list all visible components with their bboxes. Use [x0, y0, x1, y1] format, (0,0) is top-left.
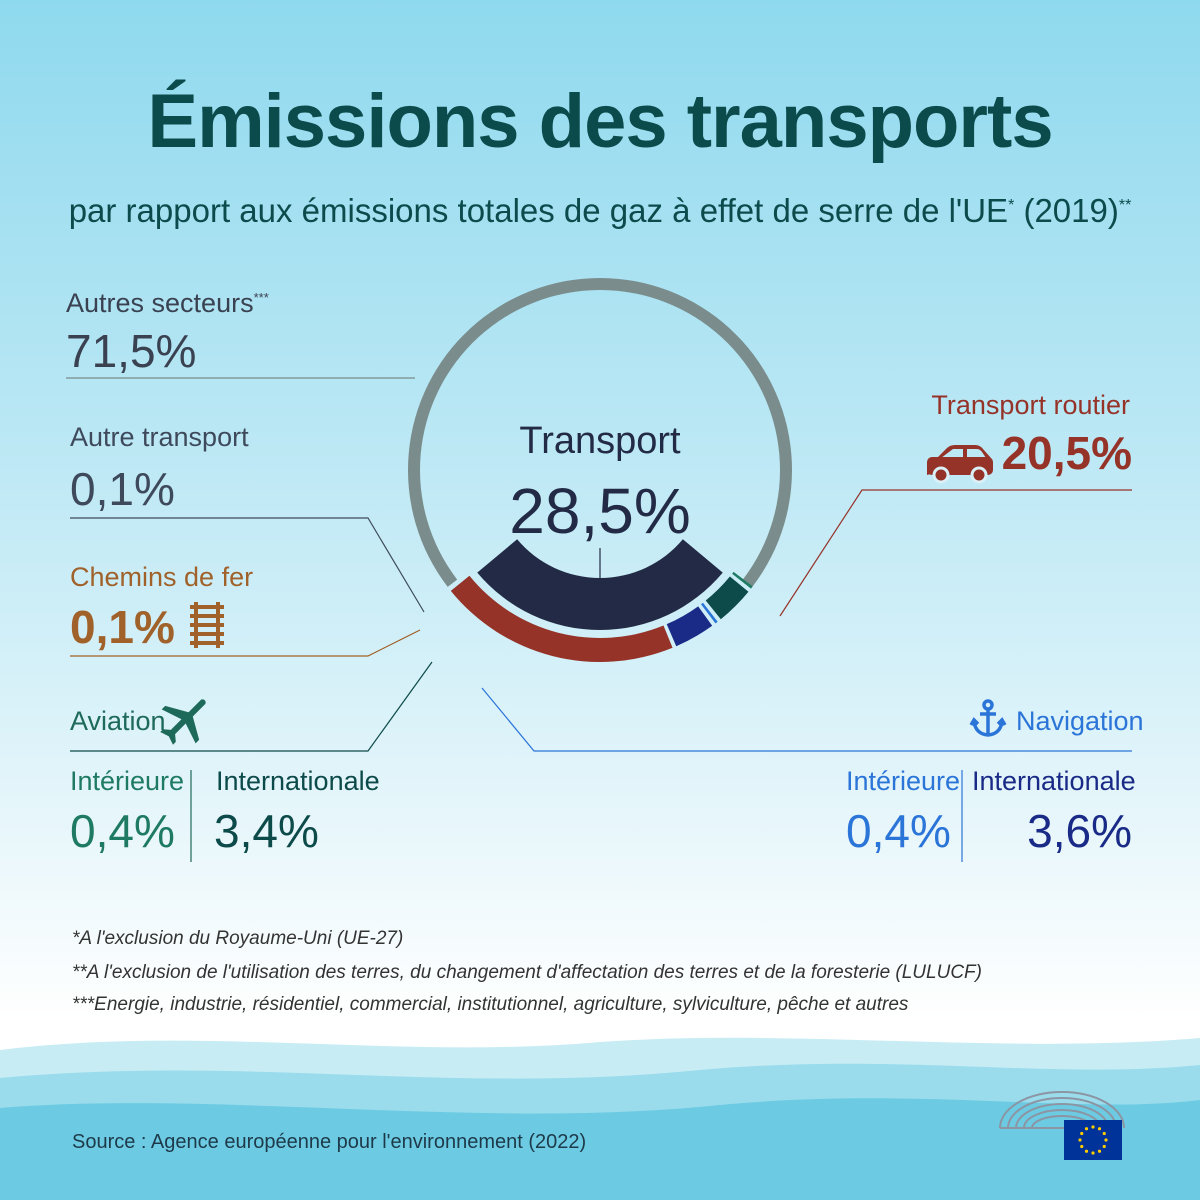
eu-flag-icon [1064, 1120, 1122, 1160]
footnote-2: **A l'exclusion de l'utilisation des ter… [72, 962, 982, 983]
subtitle-text: par rapport aux émissions totales de gaz… [68, 192, 1009, 229]
value-aviation-interieure: 0,4% [70, 805, 175, 857]
eu-star [1080, 1144, 1084, 1149]
eu-star [1091, 1125, 1095, 1129]
value-transport-routier: 20,5% [1001, 427, 1132, 479]
label-chemins-de-fer: Chemins de fer [70, 562, 254, 592]
eu-star [1104, 1138, 1108, 1142]
car-icon [927, 445, 993, 484]
eu-star [1091, 1151, 1095, 1155]
value-autre-transport: 0,1% [70, 463, 175, 515]
anchor-icon [969, 699, 1007, 737]
label-navigation-interieure: Intérieure [846, 766, 961, 796]
value-chemins-de-fer: 0,1% [70, 601, 175, 653]
label-autre-transport: Autre transport [70, 422, 249, 452]
value-navigation-interieure: 0,4% [846, 805, 951, 857]
railway-icon [190, 602, 224, 648]
center-label: Transport [519, 420, 681, 462]
label-aviation: Aviation [70, 706, 166, 736]
value-navigation-internationale: 3,6% [1027, 805, 1132, 857]
page-title: Émissions des transports [147, 79, 1053, 164]
label-autres-secteurs-mark: *** [253, 290, 269, 305]
eu-star [1080, 1131, 1084, 1136]
value-aviation-internationale: 3,4% [214, 805, 319, 857]
slice-aviation-interieure [732, 571, 753, 589]
label-aviation-interieure: Intérieure [70, 766, 185, 796]
airplane-icon [160, 699, 206, 745]
leader-line-chemins-de-fer [70, 629, 421, 657]
eu-star [1102, 1144, 1106, 1149]
subtitle-mark-1: * [1008, 197, 1015, 214]
slice-aviation-internationale [705, 576, 749, 620]
eu-star [1078, 1138, 1082, 1142]
center-value: 28,5% [509, 475, 691, 547]
leader-line-autre-transport [70, 517, 425, 613]
slice-navigation-internationale [666, 606, 713, 647]
footnote-1: *A l'exclusion du Royaume-Uni (UE-27) [72, 928, 404, 949]
eu-star [1084, 1149, 1089, 1153]
subtitle: par rapport aux émissions totales de gaz… [0, 192, 1200, 230]
leader-line-transport-routier [779, 489, 1132, 617]
subtitle-mark-2: ** [1118, 197, 1132, 214]
label-aviation-internationale: Internationale [216, 766, 380, 796]
footnote-3: ***Energie, industrie, résidentiel, comm… [72, 994, 909, 1015]
eu-star [1097, 1149, 1102, 1153]
label-autres-secteurs: Autres secteurs*** [66, 288, 269, 319]
eu-star [1102, 1131, 1106, 1136]
wave-background [0, 1037, 1200, 1200]
leader-line-navigation [481, 687, 1132, 752]
label-navigation-internationale: Internationale [972, 766, 1136, 796]
slice-navigation-interieure [701, 602, 718, 624]
eu-star [1097, 1127, 1102, 1131]
eu-star [1084, 1127, 1089, 1131]
label-transport-routier: Transport routier [931, 390, 1130, 420]
label-navigation: Navigation [1016, 706, 1144, 736]
slice-transport-routier [450, 575, 673, 662]
value-autres-secteurs: 71,5% [66, 325, 197, 377]
leader-line-aviation [70, 661, 433, 752]
source-credit: Source : Agence européenne pour l'enviro… [72, 1131, 587, 1153]
subtitle-year: (2019) [1014, 192, 1119, 229]
label-autres-secteurs-text: Autres secteurs [66, 288, 254, 318]
